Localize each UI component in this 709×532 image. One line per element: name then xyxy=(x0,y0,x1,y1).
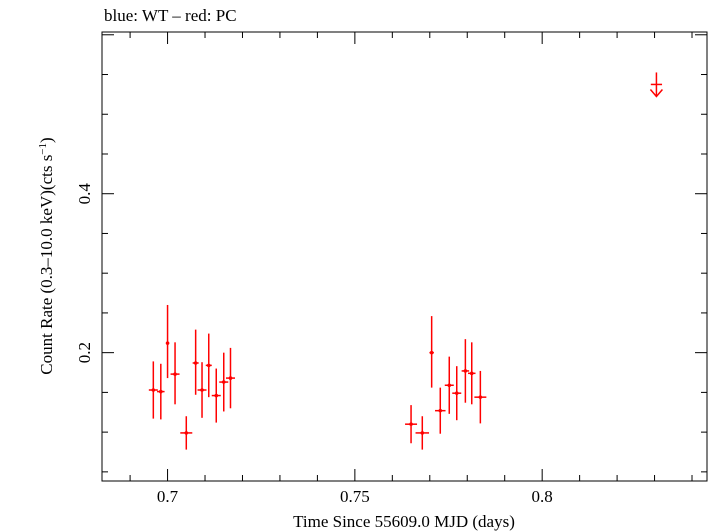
point-marker xyxy=(193,361,198,365)
data-point xyxy=(219,352,229,412)
upper-limit-arrow xyxy=(649,72,663,98)
point-marker xyxy=(159,389,163,394)
point-marker xyxy=(165,341,170,345)
data-point xyxy=(415,416,430,450)
point-marker xyxy=(420,431,425,435)
point-marker xyxy=(214,393,219,398)
x-tick-label: 0.7 xyxy=(157,487,179,506)
data-point xyxy=(461,339,470,403)
data-point xyxy=(148,361,158,419)
x-axis-tick-labels: 0.7 0.75 0.8 xyxy=(157,487,553,506)
point-marker xyxy=(478,395,483,399)
data-point xyxy=(225,347,235,409)
point-marker xyxy=(173,372,177,376)
x-axis-label: Time Since 55609.0 MJD (days) xyxy=(293,512,515,531)
data-point xyxy=(452,366,462,421)
x-axis-ticks xyxy=(129,32,693,481)
point-marker xyxy=(438,408,443,413)
point-marker xyxy=(463,369,468,373)
data-point xyxy=(165,304,170,379)
data-points xyxy=(148,304,487,450)
point-marker xyxy=(184,431,189,435)
data-point xyxy=(467,342,476,405)
y-axis-label: Count Rate (0.3–10.0 keV)(cts s−1) xyxy=(37,137,56,374)
point-marker xyxy=(409,422,413,426)
data-point xyxy=(435,387,446,434)
point-marker xyxy=(429,350,434,355)
y-tick-label: 0.4 xyxy=(75,183,94,205)
y-axis-label-superscript: −1 xyxy=(37,143,49,155)
point-marker xyxy=(200,388,204,392)
y-axis-tick-labels: 0.2 0.4 xyxy=(75,183,94,364)
data-point xyxy=(157,363,165,420)
point-marker xyxy=(469,371,474,376)
upper-limit-arrowhead xyxy=(649,88,663,98)
data-point xyxy=(180,416,193,450)
point-marker xyxy=(206,363,211,368)
y-axis-label-tail: ) xyxy=(37,137,56,143)
data-point xyxy=(205,333,212,398)
data-point xyxy=(197,362,207,418)
point-marker xyxy=(151,388,156,392)
y-axis-ticks xyxy=(102,34,707,473)
data-point xyxy=(211,368,221,423)
plot-frame xyxy=(101,31,708,482)
data-point xyxy=(474,370,487,424)
plot-border xyxy=(101,31,708,482)
chart-title: blue: WT – red: PC xyxy=(104,6,237,25)
point-marker xyxy=(221,380,226,384)
data-point xyxy=(405,405,418,444)
x-tick-label: 0.75 xyxy=(340,487,370,506)
data-point xyxy=(170,342,180,405)
y-axis-label-main: Count Rate (0.3–10.0 keV)(cts s xyxy=(37,155,56,375)
data-point xyxy=(192,329,199,395)
point-marker xyxy=(454,391,459,395)
y-tick-label: 0.2 xyxy=(75,342,94,363)
data-point xyxy=(429,316,434,388)
data-point xyxy=(444,356,454,414)
x-tick-label: 0.8 xyxy=(532,487,553,506)
point-marker xyxy=(228,376,233,380)
point-marker xyxy=(447,383,452,388)
upper-limits xyxy=(649,72,663,98)
